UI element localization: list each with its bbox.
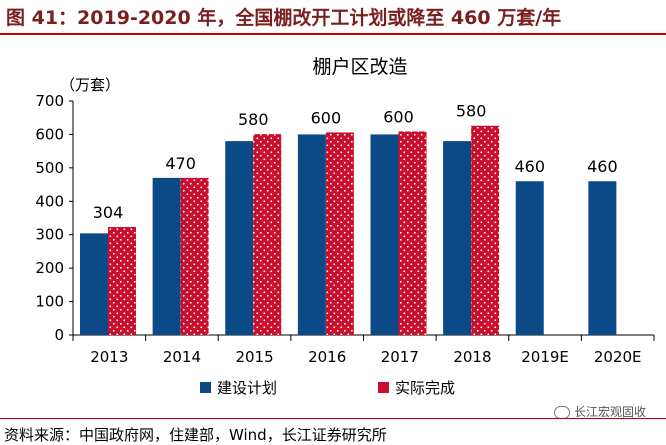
- y-axis-unit-label: （万套）: [60, 76, 120, 94]
- data-label: 600: [311, 108, 342, 127]
- x-tick-label: 2017: [381, 348, 419, 366]
- source-note: 资料来源：中国政府网，住建部，Wind，长江证券研究所: [4, 426, 387, 444]
- y-tick-label: 0: [54, 326, 64, 344]
- data-label: 304: [93, 203, 124, 222]
- bar-actual: [180, 177, 209, 335]
- footer-rule: [0, 418, 666, 419]
- chart: 棚户区改造 （万套） 0 100 200 300 400 500 600 700 2013 201…: [35, 56, 655, 397]
- y-tick-label: 200: [35, 259, 64, 277]
- bars: [80, 125, 617, 335]
- y-tick-label: 100: [35, 293, 64, 311]
- legend-swatch-actual: [378, 382, 389, 393]
- chart-title: 棚户区改造: [312, 56, 407, 78]
- bar-planned: [515, 181, 544, 335]
- x-tick-label: 2020E: [594, 348, 642, 366]
- bar-planned: [152, 177, 181, 335]
- title-rule: [0, 33, 666, 35]
- bar-actual: [108, 227, 136, 335]
- x-tick-label: 2013: [90, 348, 128, 366]
- legend-label-planned: 建设计划: [217, 379, 277, 397]
- bar-actual: [325, 132, 354, 335]
- bar-planned: [225, 141, 254, 335]
- data-label: 580: [238, 110, 269, 129]
- bar-actual: [253, 134, 282, 335]
- bar-planned: [370, 134, 399, 335]
- figure-title: 图 41：2019-2020 年，全国棚改开工计划或降至 460 万套/年: [6, 7, 562, 29]
- axes: 0 100 200 300 400 500 600 700 2013 2014 2015 2016 20…: [35, 92, 655, 366]
- y-tick-label: 600: [35, 125, 64, 143]
- y-tick-label: 400: [35, 192, 64, 210]
- x-tick-label: 2016: [308, 348, 346, 366]
- y-tick-label: 700: [35, 92, 64, 110]
- legend-label-actual: 实际完成: [395, 379, 455, 397]
- x-tick-label: 2014: [163, 348, 201, 366]
- data-label: 460: [514, 157, 545, 176]
- data-label: 580: [456, 102, 487, 121]
- bar-planned: [80, 233, 108, 335]
- data-label: 460: [587, 157, 618, 176]
- bar-actual: [398, 131, 427, 335]
- bar-actual: [471, 125, 500, 335]
- watermark-text: 长江宏观固收: [573, 405, 646, 419]
- bar-planned: [588, 181, 617, 335]
- data-label: 600: [383, 107, 414, 126]
- legend: 建设计划 实际完成: [200, 379, 455, 397]
- data-labels: 304 470 580 600 600 580 460 460: [93, 102, 618, 222]
- y-tick-label: 300: [35, 226, 64, 244]
- y-tick-label: 500: [35, 159, 64, 177]
- x-tick-label: 2015: [235, 348, 273, 366]
- x-tick-label: 2019E: [521, 348, 569, 366]
- bar-planned: [443, 141, 472, 335]
- x-tick-label: 2018: [453, 348, 491, 366]
- legend-swatch-planned: [200, 382, 211, 393]
- data-label: 470: [165, 154, 196, 173]
- bar-planned: [297, 134, 326, 335]
